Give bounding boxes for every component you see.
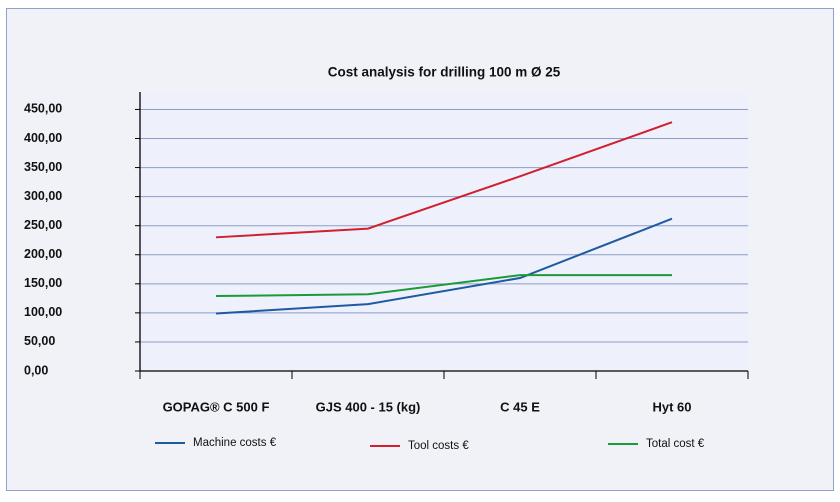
x-tick-label: Hyt 60 xyxy=(652,399,691,414)
y-tick-label: 150,00 xyxy=(24,276,62,290)
y-tick-label: 100,00 xyxy=(24,305,62,319)
plot-area xyxy=(140,92,748,371)
y-tick-label: 350,00 xyxy=(24,160,62,174)
y-tick-label: 50,00 xyxy=(24,334,55,348)
x-tick-label: C 45 E xyxy=(500,399,540,414)
y-tick-label: 300,00 xyxy=(24,189,62,203)
legend-label: Total cost € xyxy=(646,438,705,450)
line-series xyxy=(215,121,673,239)
y-tick-label: 200,00 xyxy=(24,247,62,261)
y-tick-label: 400,00 xyxy=(24,131,62,145)
legend-label: Machine costs € xyxy=(193,437,277,449)
y-tick-label: 250,00 xyxy=(24,218,62,232)
x-tick-label: GJS 400 - 15 (kg) xyxy=(316,399,421,414)
y-tick-label: 0,00 xyxy=(24,363,48,377)
line-series xyxy=(215,217,673,315)
legend-label: Tool costs € xyxy=(408,440,469,452)
chart-title: Cost analysis for drilling 100 m Ø 25 xyxy=(328,65,561,80)
line-series xyxy=(215,274,672,298)
x-tick-label: GOPAG® C 500 F xyxy=(163,399,270,414)
y-tick-label: 450,00 xyxy=(24,102,62,116)
